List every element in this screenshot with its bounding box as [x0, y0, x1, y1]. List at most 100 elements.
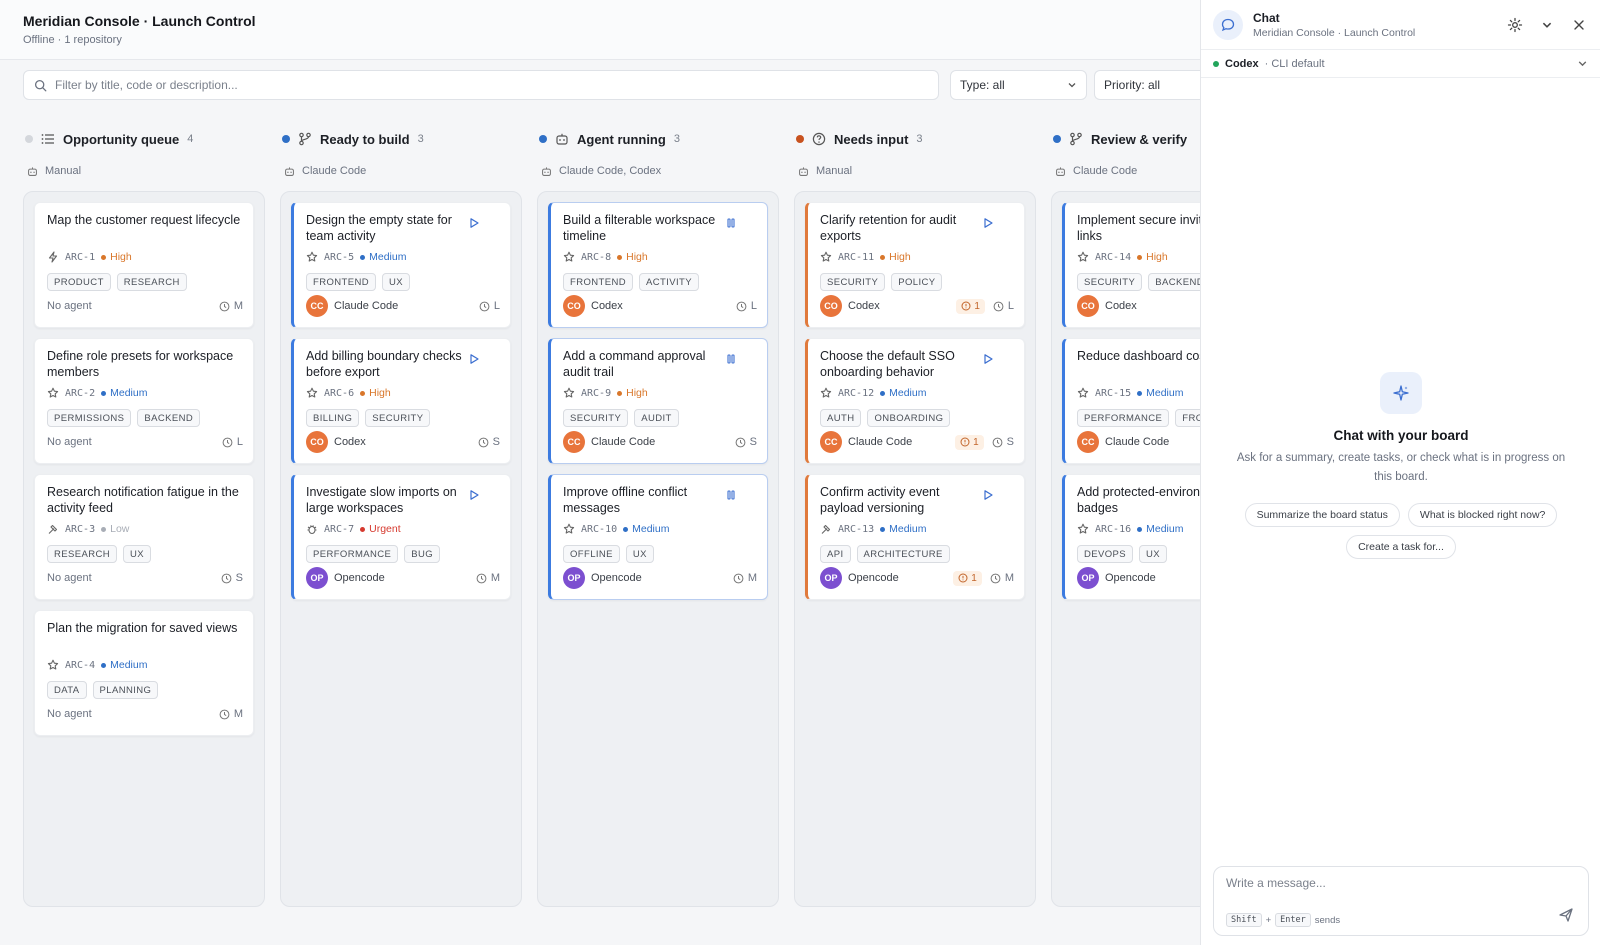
branch-icon [1069, 132, 1083, 146]
column-header: Review & verify [1051, 125, 1200, 153]
play-icon[interactable] [468, 489, 482, 503]
task-card[interactable]: Implement secure invitation links ARC-14 H… [1062, 202, 1200, 328]
card-title: Improve offline conflict messages [563, 485, 688, 515]
card-title: Add billing boundary checks before expor… [306, 349, 462, 379]
card-tags: SECURITY AUDIT [563, 409, 756, 427]
robot-icon [284, 166, 295, 177]
effort-estimate: M [476, 572, 500, 584]
task-card[interactable]: Clarify retention for audit exports ARC-1… [805, 202, 1025, 328]
priority-label: Medium [889, 523, 927, 535]
play-icon[interactable] [468, 217, 482, 231]
effort-estimate: S [735, 436, 757, 448]
suggestion-blocked[interactable]: What is blocked right now? [1407, 503, 1558, 527]
avatar: CO [820, 295, 842, 317]
priority-label: High [110, 251, 132, 263]
effort-estimate: L [479, 300, 500, 312]
effort-size: M [747, 572, 757, 584]
task-card[interactable]: Choose the default SSO onboarding behavi… [805, 338, 1025, 464]
task-card[interactable]: Reduce dashboard cost ARC-15 Medium PERFORM… [1062, 338, 1200, 464]
agent-status-dot [1213, 60, 1219, 67]
effort-estimate: S [992, 436, 1014, 448]
priority-dot [623, 526, 629, 532]
column-body: Design the empty state for team activity… [280, 191, 522, 907]
card-footer: CO Codex L [563, 295, 757, 317]
sparkle-icon [1380, 372, 1422, 414]
task-card[interactable]: Confirm activity event payload versionin… [805, 474, 1025, 600]
effort-size: L [236, 436, 243, 448]
alert-badge: 1 [953, 570, 982, 586]
priority-filter-select[interactable]: Priority: all [1094, 70, 1204, 100]
tag: FRONTEND [563, 273, 633, 291]
column-status-dot [282, 135, 290, 143]
column-header: Needs input 3 [794, 125, 1036, 153]
card-right-meta: M [219, 708, 243, 720]
task-card[interactable]: Build a filterable workspace timeline ARC… [548, 202, 768, 328]
card-footer: No agent S [47, 567, 243, 589]
avatar: CC [820, 431, 842, 453]
card-footer: CC Claude Code L [306, 295, 500, 317]
column-status-dot [1053, 135, 1061, 143]
search-box[interactable] [23, 70, 939, 100]
tag: UX [381, 273, 410, 291]
task-card[interactable]: Add billing boundary checks before expor… [291, 338, 511, 464]
column-count: 3 [417, 133, 424, 145]
task-card[interactable]: Add a command approval audit trail ARC-9 H… [548, 338, 768, 464]
avatar: CC [563, 431, 585, 453]
robot-icon [27, 166, 38, 177]
column-title: Review & verify [1091, 131, 1188, 147]
priority-label: High [626, 387, 648, 399]
settings-gear-icon[interactable] [1506, 16, 1524, 34]
task-card[interactable]: Define role presets for workspace member… [34, 338, 254, 464]
search-input[interactable] [55, 78, 905, 92]
card-meta: ARC-5 Medium [306, 250, 499, 264]
kanban-board: Opportunity queue 4 Manual Map the customer… [23, 125, 1200, 925]
task-card[interactable]: Research notification fatigue in the act… [34, 474, 254, 600]
collapse-chevron-icon[interactable] [1538, 16, 1556, 34]
priority-label: Urgent [369, 523, 401, 535]
message-input[interactable] [1226, 876, 1546, 898]
tag: PERFORMANCE [1077, 409, 1170, 427]
tag: ONBOARDING [867, 409, 951, 427]
play-icon[interactable] [982, 217, 996, 231]
suggestion-summarize[interactable]: Summarize the board status [1244, 503, 1400, 527]
effort-estimate: M [219, 708, 243, 720]
suggestion-create-task[interactable]: Create a task for... [1346, 535, 1456, 559]
task-card[interactable]: Map the customer request lifecycle ARC-1 H… [34, 202, 254, 328]
play-icon[interactable] [468, 353, 482, 367]
clock-icon [733, 573, 744, 584]
type-filter-select[interactable]: Type: all [950, 70, 1087, 100]
play-icon[interactable] [982, 489, 996, 503]
priority-label: High [1146, 251, 1168, 263]
send-icon[interactable] [1558, 907, 1576, 925]
task-card[interactable]: Design the empty state for team activity… [291, 202, 511, 328]
bug-icon [306, 523, 318, 535]
play-icon[interactable] [982, 353, 996, 367]
card-title: Map the customer request lifecycle [47, 213, 241, 227]
hint-text: sends [1314, 914, 1341, 926]
hint-plus: + [1265, 914, 1272, 926]
agent-name: Opencode [591, 572, 642, 584]
chat-title: Chat [1253, 10, 1280, 25]
column-body: Build a filterable workspace timeline ARC… [537, 191, 779, 907]
pause-icon[interactable] [725, 489, 739, 503]
task-card[interactable]: Add protected-environment badges ARC-16 Me… [1062, 474, 1200, 600]
card-agent: No agent [47, 300, 92, 312]
clock-icon [479, 301, 490, 312]
star-icon [563, 387, 575, 399]
card-right-meta: L [479, 300, 500, 312]
effort-size: S [235, 572, 243, 584]
pause-icon[interactable] [725, 217, 739, 231]
task-card[interactable]: Plan the migration for saved views ARC-4 M… [34, 610, 254, 736]
column-agent: Manual [794, 153, 1036, 189]
task-card[interactable]: Improve offline conflict messages ARC-10 M… [548, 474, 768, 600]
task-card[interactable]: Investigate slow imports on large worksp… [291, 474, 511, 600]
card-agent: CO Codex [563, 295, 623, 317]
close-icon[interactable] [1570, 16, 1588, 34]
pause-icon[interactable] [725, 353, 739, 367]
agent-selector[interactable]: Codex · CLI default [1201, 50, 1600, 78]
avatar: CO [563, 295, 585, 317]
clock-icon [219, 709, 230, 720]
agent-name: Claude Code [848, 436, 913, 448]
